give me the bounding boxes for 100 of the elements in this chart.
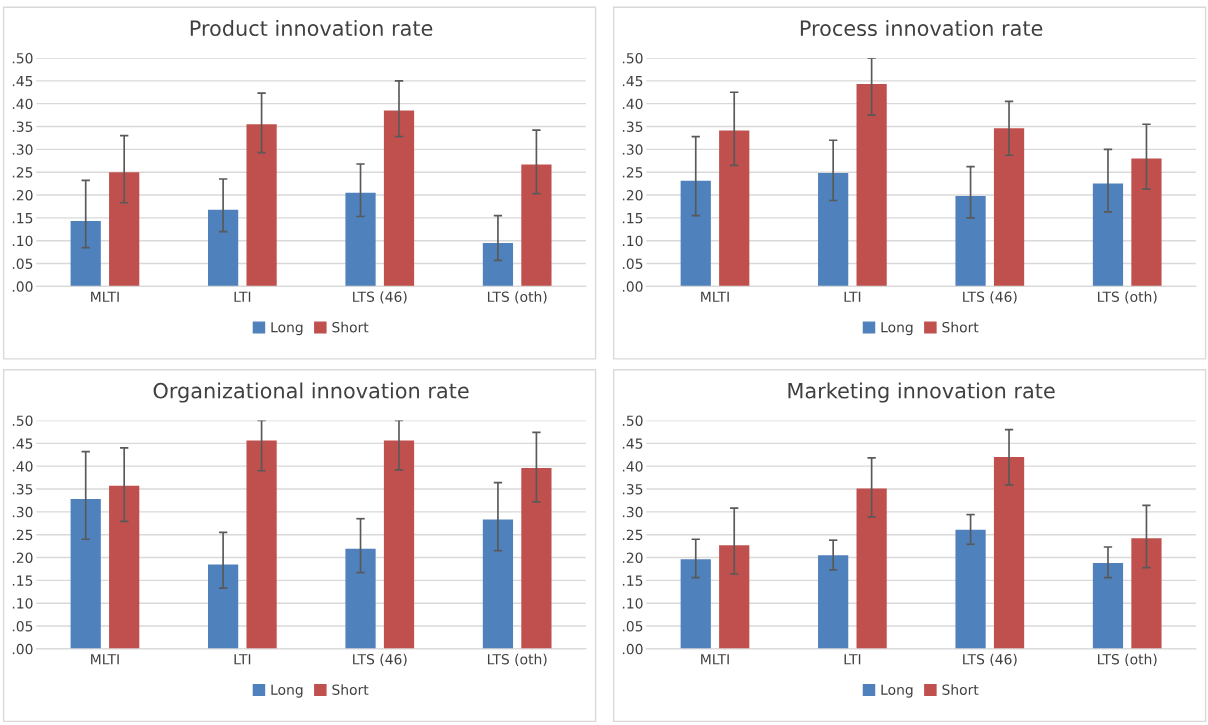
legend-label: Long (271, 322, 303, 336)
chart-title: Process innovation rate (800, 19, 1043, 37)
bar (383, 440, 415, 649)
bar (109, 172, 140, 287)
bar (1092, 183, 1124, 287)
y-tick-label: .25 (12, 529, 33, 541)
x-tick-label: LTS (oth) (1098, 291, 1157, 304)
x-tick-label: MLTI (91, 654, 119, 665)
x-tick-label: LTS (46) (353, 291, 407, 304)
bar (1131, 538, 1162, 649)
bar (345, 548, 376, 649)
bar (70, 499, 101, 649)
x-tick-label: LTS (oth) (487, 653, 547, 667)
bar (70, 221, 101, 287)
y-tick-label: .10 (622, 598, 643, 609)
legend-label: Long (881, 684, 913, 698)
bar (1131, 158, 1162, 287)
bar (955, 529, 986, 649)
x-tick-label: LTS (46) (353, 653, 407, 667)
y-tick-label: .40 (12, 461, 33, 472)
bar (680, 180, 711, 287)
y-tick-label: .10 (12, 235, 33, 247)
y-tick-label: .30 (622, 506, 643, 518)
y-tick-label: .00 (622, 643, 643, 655)
bar (109, 485, 140, 649)
x-tick-label: LTS (46) (963, 291, 1017, 304)
chart-title: Marketing innovation rate (788, 382, 1055, 403)
y-tick-label: .25 (622, 529, 643, 541)
x-tick-label: LTI (234, 291, 251, 302)
y-tick-label: .50 (622, 52, 643, 64)
bar (246, 124, 277, 287)
y-tick-label: .50 (622, 415, 643, 426)
bar (993, 128, 1025, 287)
bar (521, 164, 552, 287)
bar (208, 209, 239, 287)
y-tick-label: .50 (12, 415, 33, 426)
y-tick-label: .45 (622, 75, 643, 87)
chart-title: Product innovation rate (190, 19, 433, 37)
bar (856, 488, 887, 649)
bar (818, 173, 849, 287)
x-tick-label: LTI (234, 654, 251, 665)
y-tick-label: .35 (12, 121, 33, 132)
bar (521, 468, 552, 649)
x-tick-label: MLTI (701, 654, 729, 665)
x-tick-label: MLTI (701, 291, 729, 302)
y-tick-label: .05 (622, 258, 643, 270)
legend-label: Short (332, 321, 369, 333)
bar (482, 519, 514, 649)
legend-label: Short (332, 684, 369, 695)
bar (993, 457, 1025, 649)
y-tick-label: .40 (12, 98, 33, 110)
y-tick-label: .00 (622, 281, 643, 292)
y-tick-label: .15 (622, 575, 643, 586)
bar (856, 84, 887, 287)
y-tick-label: .15 (622, 213, 643, 224)
bar (246, 440, 277, 649)
x-tick-label: LTI (844, 654, 861, 665)
y-tick-label: .05 (12, 258, 33, 270)
y-tick-label: .25 (12, 167, 33, 178)
x-tick-label: LTS (oth) (487, 291, 547, 304)
y-tick-label: .05 (12, 621, 33, 632)
bar (1092, 563, 1124, 649)
y-tick-label: .30 (12, 506, 33, 518)
x-tick-label: LTS (46) (963, 653, 1017, 667)
y-tick-label: .00 (12, 281, 33, 292)
y-tick-label: .10 (12, 598, 33, 609)
y-tick-label: .30 (12, 144, 33, 155)
bar (719, 130, 750, 287)
y-tick-label: .40 (622, 461, 643, 472)
legend-label: Short (942, 684, 979, 695)
bar (208, 564, 239, 649)
bar (482, 242, 514, 287)
x-tick-label: MLTI (91, 291, 119, 302)
y-tick-label: .20 (622, 189, 643, 201)
y-tick-label: .15 (12, 213, 33, 224)
bar (680, 559, 711, 649)
legend-label: Long (881, 322, 913, 336)
legend-label: Short (942, 321, 979, 333)
y-tick-label: .10 (622, 235, 643, 247)
y-tick-label: .00 (12, 643, 33, 655)
y-tick-label: .45 (12, 438, 33, 449)
x-tick-label: LTS (oth) (1098, 653, 1157, 667)
y-tick-label: .20 (622, 552, 643, 563)
x-tick-label: LTI (844, 291, 861, 302)
chart-title: Organizational innovation rate (153, 382, 469, 403)
y-tick-label: .45 (622, 438, 643, 449)
bar (818, 555, 849, 649)
y-tick-label: .20 (12, 189, 33, 201)
y-tick-label: .40 (622, 98, 643, 110)
bar (719, 545, 750, 649)
bar (383, 110, 415, 287)
y-tick-label: .05 (622, 621, 643, 632)
y-tick-label: .45 (12, 75, 33, 87)
y-tick-label: .50 (12, 52, 33, 64)
y-tick-label: .30 (622, 144, 643, 155)
bar (345, 192, 376, 287)
y-tick-label: .35 (622, 121, 643, 132)
y-tick-label: .25 (622, 167, 643, 178)
legend-label: Long (271, 684, 303, 698)
y-tick-label: .35 (622, 483, 643, 495)
